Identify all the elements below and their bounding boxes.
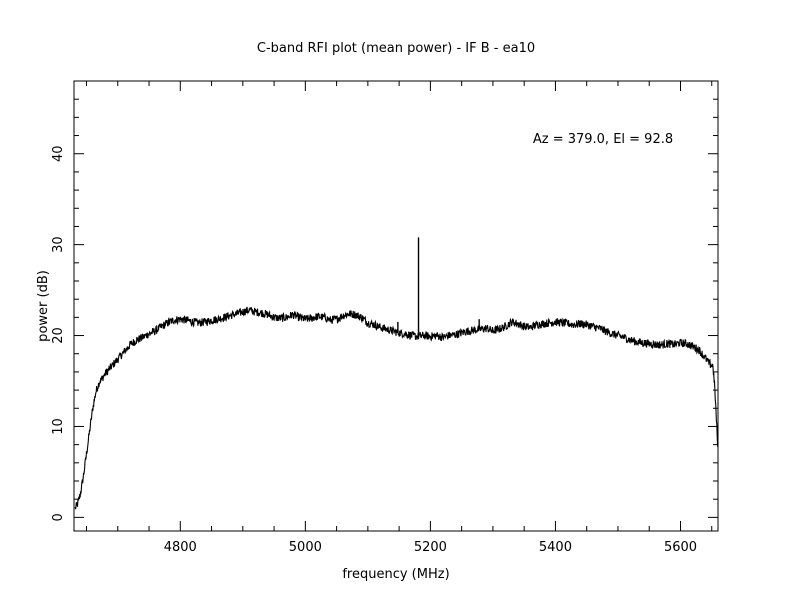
x-axis-label: frequency (MHz) xyxy=(342,567,449,582)
y-tick-label: 10 xyxy=(51,418,66,435)
az-el-annotation: Az = 379.0, El = 92.8 xyxy=(533,132,673,147)
x-tick-label: 5600 xyxy=(664,540,697,555)
plot-frame xyxy=(73,80,719,532)
series-layer xyxy=(74,237,719,510)
x-tick-label: 5400 xyxy=(539,540,572,555)
y-tick-label: 30 xyxy=(51,236,66,253)
x-tick-label: 5000 xyxy=(289,540,322,555)
y-tick-label: 20 xyxy=(51,327,66,344)
power-series-line xyxy=(74,306,719,510)
axis-tick-labels: 4800 5000 5200 5400 5600 0 10 20 30 40 xyxy=(51,145,697,555)
x-tick-label: 4800 xyxy=(164,540,197,555)
y-tick-label: 0 xyxy=(51,513,66,521)
y-tick-label: 40 xyxy=(51,145,66,162)
x-tick-label: 5200 xyxy=(414,540,447,555)
axis-ticks xyxy=(74,81,718,531)
y-axis-label: power (dB) xyxy=(36,270,51,342)
chart-title: C-band RFI plot (mean power) - IF B - ea… xyxy=(257,41,535,56)
